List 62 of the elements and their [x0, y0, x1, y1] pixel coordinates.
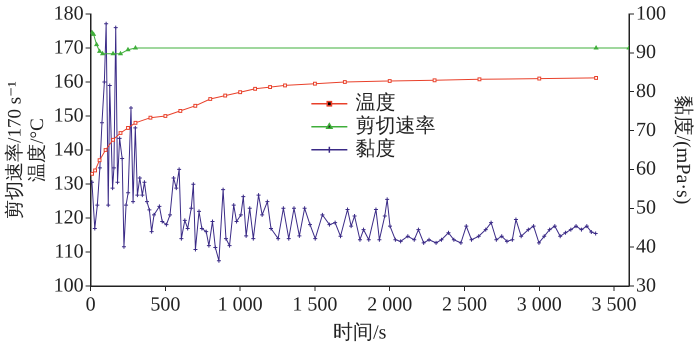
y2-tick-label: 100 — [636, 2, 666, 24]
x-axis-title: 时间/s — [333, 321, 387, 344]
point — [163, 114, 168, 118]
point — [104, 148, 108, 152]
y2-tick-label: 70 — [636, 118, 656, 141]
point — [97, 48, 102, 53]
y-axis-title: 剪切速率/170 s⁻¹ 温度/°C — [3, 80, 48, 219]
legend-label: 温度 — [355, 92, 396, 114]
point — [110, 51, 116, 56]
point — [537, 76, 542, 81]
point — [223, 94, 228, 98]
point — [118, 131, 122, 135]
point — [283, 83, 287, 88]
x-tick-label: 3 000 — [516, 293, 562, 316]
point — [133, 46, 138, 50]
x-tick-label: 3 500 — [592, 293, 637, 316]
y2-tick-label: 50 — [636, 196, 656, 219]
y-tick-label: 130 — [54, 172, 84, 194]
y2-tick-label: 30 — [636, 274, 656, 296]
y-tick-label: 110 — [54, 240, 84, 262]
y-tick-label: 150 — [54, 104, 84, 126]
point — [126, 126, 130, 130]
y-tick-label: 170 — [54, 36, 84, 58]
x-tick-label: 2 000 — [367, 293, 412, 316]
legend-label: 黏度 — [355, 138, 396, 160]
point — [268, 85, 272, 90]
y-tick-label: 120 — [54, 206, 84, 228]
point — [94, 42, 99, 46]
point — [594, 46, 598, 50]
y2-tick-label: 40 — [636, 235, 656, 258]
point — [148, 116, 152, 120]
point — [388, 79, 392, 83]
point — [594, 76, 598, 80]
y2-tick-label: 80 — [636, 80, 656, 102]
y-tick-label: 180 — [54, 2, 84, 24]
point — [432, 78, 436, 82]
point — [313, 82, 317, 86]
y2-tick-label: 60 — [636, 158, 656, 180]
point — [126, 47, 130, 52]
point — [111, 138, 115, 142]
y-tick-label: 100 — [54, 274, 84, 296]
y-tick-label: 160 — [54, 70, 84, 92]
point — [98, 158, 102, 162]
point — [208, 97, 212, 101]
legend-label: 剪切速率 — [355, 115, 436, 138]
y-tick-label: 140 — [54, 138, 84, 160]
x-tick-label: 1 000 — [218, 293, 263, 316]
point — [178, 108, 182, 113]
x-tick-label: 2 500 — [442, 293, 487, 316]
point — [478, 77, 482, 82]
point — [238, 90, 242, 94]
y2-axis-title: 黏度/(mPa·s) — [672, 96, 694, 204]
x-tick-label: 1 500 — [292, 293, 338, 316]
x-tick-label: 0 — [86, 293, 96, 316]
x-tick-label: 500 — [150, 293, 180, 316]
point — [100, 51, 105, 56]
y2-tick-label: 90 — [636, 41, 656, 64]
point — [342, 80, 347, 84]
point — [93, 168, 97, 172]
point — [118, 51, 123, 56]
point — [253, 86, 258, 91]
point — [134, 120, 138, 125]
